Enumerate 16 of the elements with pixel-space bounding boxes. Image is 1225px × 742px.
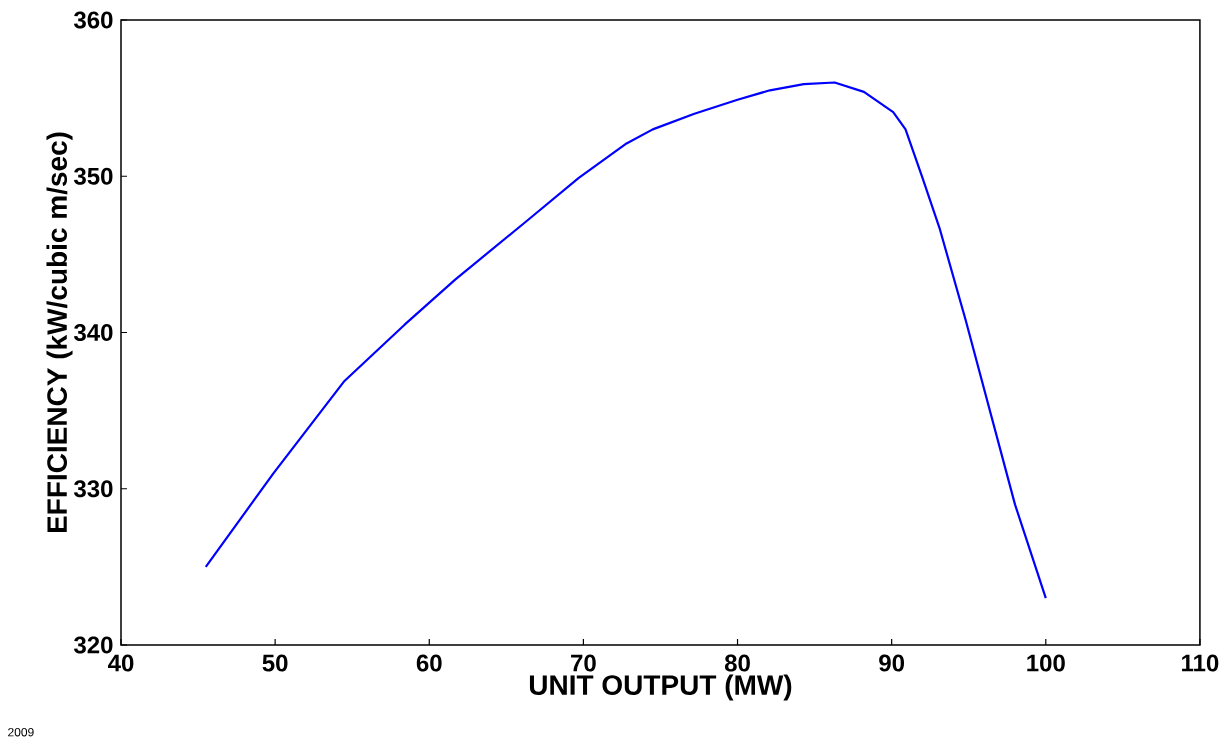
x-tick-label: 40 <box>108 654 134 672</box>
x-tick-label: 110 <box>1182 654 1219 672</box>
x-axis-title: UNIT OUTPUT (MW) <box>529 674 792 701</box>
x-tick-label: 60 <box>416 654 442 672</box>
x-tick-label: 100 <box>1027 654 1065 672</box>
y-axis-title: EFFICIENCY (kW/cubic m/sec) <box>46 132 73 533</box>
y-tick-label: 320 <box>73 636 113 654</box>
x-tick-label: 70 <box>571 654 596 672</box>
y-tick-label: 350 <box>73 167 113 185</box>
y-tick-label: 360 <box>73 11 113 29</box>
x-tick-label: 50 <box>262 654 288 672</box>
x-tick-label: 80 <box>724 654 750 672</box>
x-tick-label: 90 <box>879 654 905 672</box>
text: 2009 <box>8 727 34 737</box>
y-tick-label: 340 <box>73 323 113 342</box>
y-tick-label: 330 <box>73 480 113 498</box>
